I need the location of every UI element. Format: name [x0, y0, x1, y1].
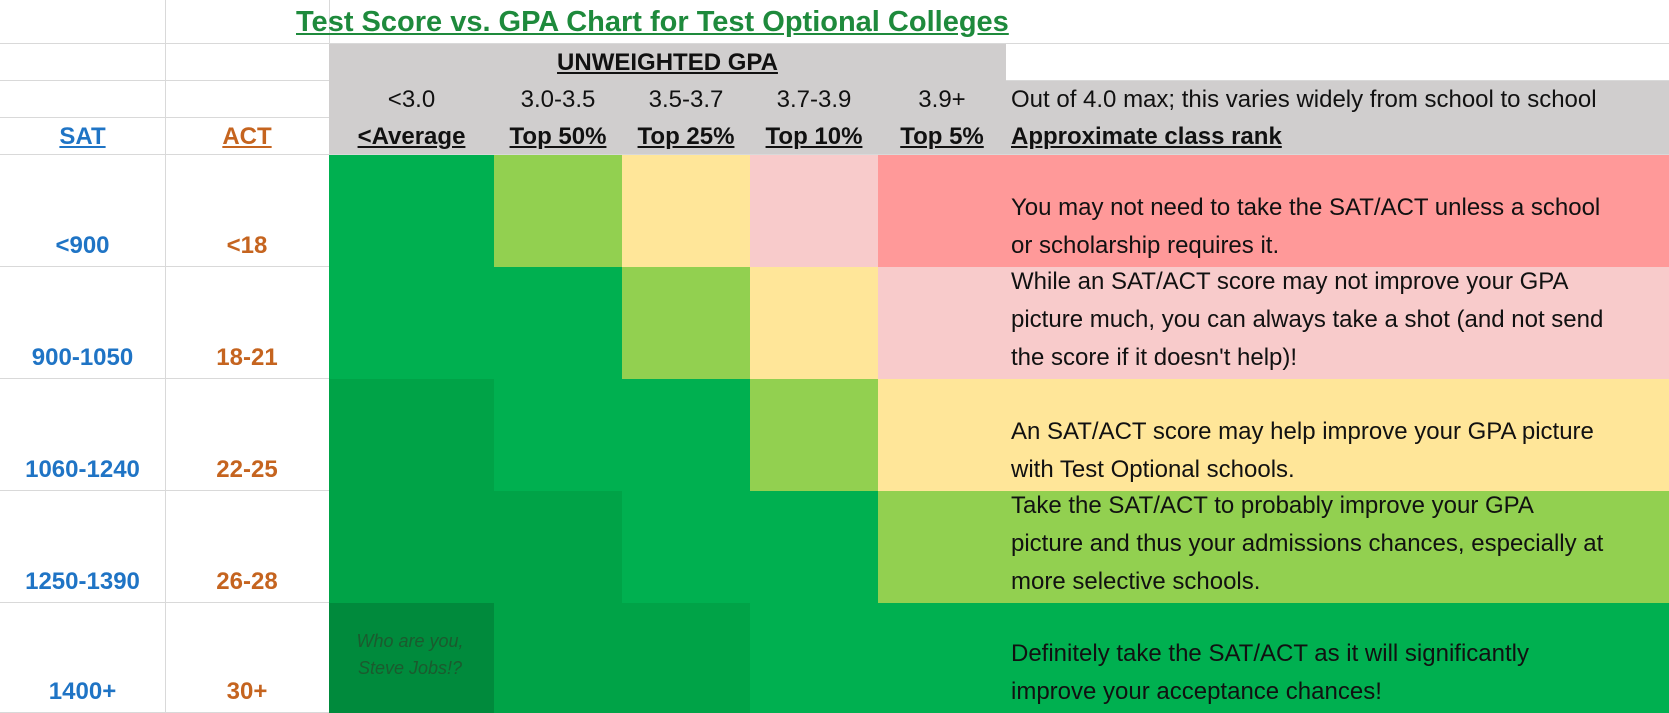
gridline-body-row	[0, 266, 329, 267]
grid-cell	[878, 603, 1006, 713]
col-range-5: 3.9+	[918, 86, 966, 113]
grid-cell	[750, 155, 878, 267]
easter-egg-line-1: Who are you,	[356, 631, 464, 651]
gridline-col-a	[165, 0, 166, 713]
notes-header-band	[1006, 81, 1669, 154]
grid-cell	[494, 155, 622, 267]
col-range-1: <3.0	[387, 86, 436, 113]
gpa-header: UNWEIGHTED GPA	[557, 49, 778, 76]
grid-cell	[622, 379, 750, 491]
description-line: picture and thus your admissions chances…	[1011, 530, 1604, 557]
gpa-header-band	[329, 44, 1006, 154]
grid-cell	[329, 491, 494, 603]
easter-egg-note: Who are you, Steve Jobs!?	[330, 628, 490, 682]
description-cell	[1006, 379, 1669, 491]
sat-range-label: <900	[55, 232, 110, 259]
description-cell	[1006, 491, 1669, 603]
description-line: Definitely take the SAT/ACT as it will s…	[1011, 640, 1529, 667]
col-range-4: 3.7-3.9	[776, 86, 852, 113]
description-line: You may not need to take the SAT/ACT unl…	[1011, 194, 1601, 221]
grid-cell	[329, 267, 494, 379]
sat-header: SAT	[59, 123, 106, 150]
description-line: or scholarship requires it.	[1011, 232, 1280, 259]
grid-cell	[878, 379, 1006, 491]
col-range-2: 3.0-3.5	[520, 86, 596, 113]
chart-title: Test Score vs. GPA Chart for Test Option…	[296, 6, 1009, 38]
act-range-label: 30+	[226, 678, 268, 705]
description-text: While an SAT/ACT score may not improve y…	[1011, 267, 1666, 379]
description-cell	[1006, 267, 1669, 379]
col-rank-1: <Average	[357, 123, 466, 150]
description-text: You may not need to take the SAT/ACT unl…	[1011, 155, 1666, 267]
grid-cell	[750, 267, 878, 379]
description-cell	[1006, 155, 1669, 267]
act-range-label: <18	[226, 232, 268, 259]
grid-cell	[494, 267, 622, 379]
gridline-body-row	[0, 378, 329, 379]
col-range-3: 3.5-3.7	[648, 86, 724, 113]
grid-cell	[878, 491, 1006, 603]
grid-cell	[622, 491, 750, 603]
sat-range-label: 1250-1390	[25, 568, 140, 595]
description-line: more selective schools.	[1011, 568, 1261, 595]
act-header: ACT	[222, 123, 272, 150]
grid-cell	[622, 603, 750, 713]
description-cell	[1006, 603, 1669, 713]
grid-cell	[878, 155, 1006, 267]
sat-range-label: 1060-1240	[25, 456, 140, 483]
grid-cell	[622, 267, 750, 379]
description-line: Take the SAT/ACT to probably improve you…	[1011, 492, 1534, 519]
description-line: with Test Optional schools.	[1011, 456, 1295, 483]
col-rank-2: Top 50%	[509, 123, 607, 150]
grid-cell	[750, 491, 878, 603]
grid-cell	[494, 379, 622, 491]
description-line: An SAT/ACT score may help improve your G…	[1011, 418, 1594, 445]
col-rank-4: Top 10%	[765, 123, 863, 150]
description-text: Take the SAT/ACT to probably improve you…	[1011, 491, 1666, 603]
sat-range-label: 1400+	[48, 678, 117, 705]
description-line: picture much, you can always take a shot…	[1011, 306, 1604, 333]
grid-cell	[750, 379, 878, 491]
col-rank-5: Top 5%	[900, 123, 984, 150]
sat-range-label: 900-1050	[31, 344, 134, 371]
description-text: An SAT/ACT score may help improve your G…	[1011, 379, 1666, 491]
gridline-row-4	[0, 154, 1669, 155]
gridline-body-row	[0, 602, 329, 603]
col-rank-3: Top 25%	[637, 123, 735, 150]
rank-note: Approximate class rank	[1011, 123, 1282, 150]
grid-cell	[622, 155, 750, 267]
grid-cell	[750, 603, 878, 713]
gridline-body-row	[0, 490, 329, 491]
grid-cell	[329, 379, 494, 491]
act-range-label: 26-28	[216, 568, 278, 595]
grid-cell	[494, 491, 622, 603]
grid-cell	[494, 603, 622, 713]
description-line: improve your acceptance chances!	[1011, 678, 1382, 705]
gridline-row-1	[0, 43, 1669, 44]
description-text: Definitely take the SAT/ACT as it will s…	[1011, 603, 1666, 713]
description-line: the score if it doesn't help)!	[1011, 344, 1298, 371]
act-range-label: 22-25	[216, 456, 278, 483]
grid-cell	[878, 267, 1006, 379]
grid-cell	[329, 603, 494, 713]
grid-cell	[329, 155, 494, 267]
act-range-label: 18-21	[216, 344, 278, 371]
gpa-note: Out of 4.0 max; this varies widely from …	[1011, 86, 1597, 113]
easter-egg-line-2: Steve Jobs!?	[357, 658, 463, 678]
description-line: While an SAT/ACT score may not improve y…	[1011, 268, 1569, 295]
